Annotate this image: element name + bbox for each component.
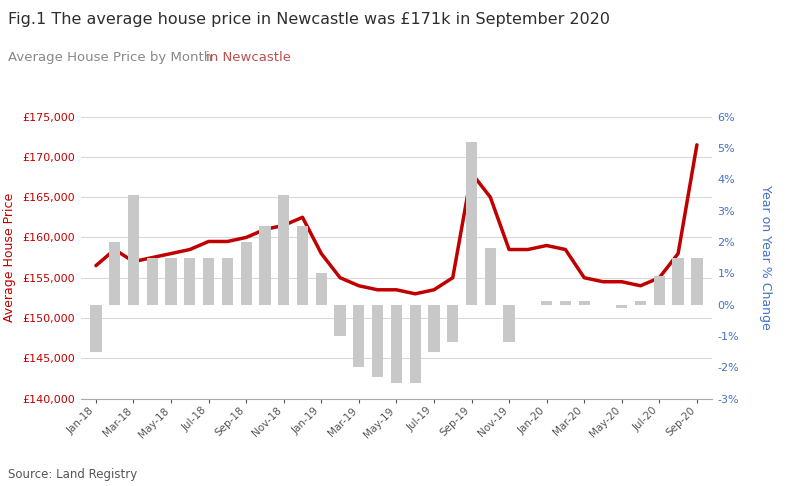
Text: Fig.1 The average house price in Newcastle was £171k in September 2020: Fig.1 The average house price in Newcast… [8,12,610,27]
Bar [184,258,196,305]
Bar [428,305,439,351]
Bar [372,305,383,377]
Bar [409,305,421,383]
Bar [391,305,402,383]
Bar [109,242,121,305]
Bar [616,305,628,308]
Bar [654,277,665,305]
Bar [128,195,139,305]
Bar [203,258,214,305]
Y-axis label: Average House Price: Average House Price [2,193,15,322]
Bar [485,248,496,305]
Bar [240,242,252,305]
Bar [578,301,590,305]
Bar [691,258,702,305]
Bar [503,305,515,342]
Bar [146,258,158,305]
Bar [222,258,233,305]
Bar [635,301,646,305]
Bar [91,305,102,351]
Bar [466,142,477,305]
Bar [447,305,459,342]
Bar [354,305,365,367]
Bar [334,305,345,336]
Bar [278,195,290,305]
Bar [297,226,308,305]
Bar [560,301,571,305]
Text: Average House Price by Month: Average House Price by Month [8,51,217,64]
Bar [672,258,684,305]
Y-axis label: Year on Year % Change: Year on Year % Change [759,185,772,330]
Bar [165,258,176,305]
Bar [541,301,553,305]
Bar [260,226,270,305]
Text: in Newcastle: in Newcastle [206,51,291,64]
Text: Source: Land Registry: Source: Land Registry [8,468,138,481]
Bar [316,273,327,305]
